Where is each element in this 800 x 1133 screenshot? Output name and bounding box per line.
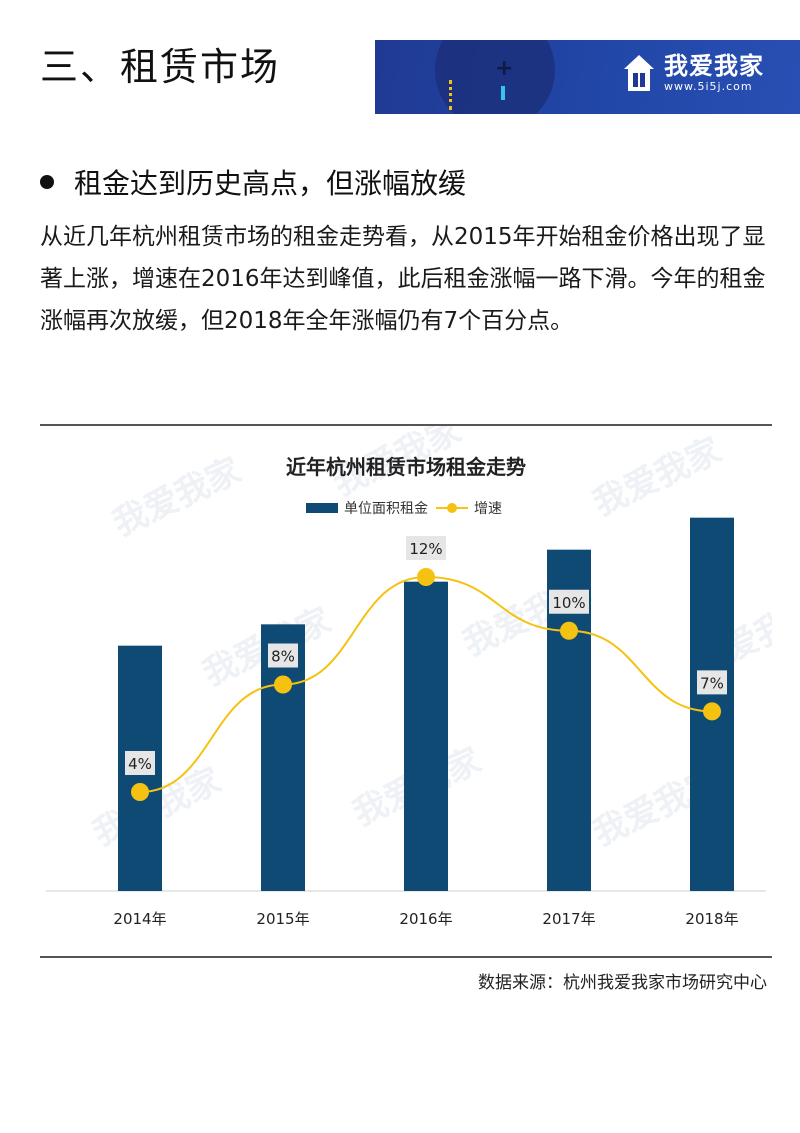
growth-point xyxy=(417,568,435,586)
banner-zigzag xyxy=(449,80,460,110)
growth-data-label: 7% xyxy=(700,674,724,692)
growth-label-box xyxy=(125,751,155,775)
banner-decoration xyxy=(435,40,555,114)
growth-data-label: 12% xyxy=(409,540,442,558)
x-tick-label: 2015年 xyxy=(256,910,309,928)
source-note: 数据来源：杭州我爱我家市场研究中心 xyxy=(478,973,767,993)
chart-legend: 单位面积租金 增速 xyxy=(306,501,502,517)
legend-label-bar: 单位面积租金 xyxy=(344,501,428,517)
growth-label-box xyxy=(406,536,446,560)
brand-url: www.5i5j.com xyxy=(664,80,753,93)
plus-icon: + xyxy=(495,56,514,81)
rent-bar xyxy=(261,624,305,891)
chart-frame: 我爱我家我爱我家我爱我家我爱我家我爱我家我爱我家我爱我家我爱我家我爱我家 近年杭… xyxy=(40,424,772,958)
growth-point xyxy=(703,702,721,721)
brand-name: 我爱我家 xyxy=(664,52,764,80)
x-tick-label: 2018年 xyxy=(685,910,738,928)
banner-accent-bar xyxy=(501,86,505,100)
rent-bar xyxy=(404,581,448,891)
house-logo-icon xyxy=(624,55,654,91)
bullet-heading: 租金达到历史高点，但涨幅放缓 xyxy=(74,167,467,200)
body-paragraph: 从近几年杭州租赁市场的租金走势看，从2015年开始租金价格出现了显著上涨，增速在… xyxy=(40,224,766,334)
legend-label-growth: 增速 xyxy=(474,501,502,517)
growth-points: 4% 8% 12% 10% 7% xyxy=(125,536,727,801)
brand-logo: 我爱我家 www.5i5j.com xyxy=(622,52,764,94)
x-tick-label: 2016年 xyxy=(399,910,452,928)
growth-point xyxy=(131,783,149,801)
growth-point xyxy=(274,675,292,694)
legend-marker-growth xyxy=(447,503,457,513)
page-title: 三、租赁市场 xyxy=(40,45,281,89)
growth-point xyxy=(560,621,578,640)
bullet-heading-row: 租金达到历史高点，但涨幅放缓 xyxy=(40,162,466,202)
x-tick-label: 2014年 xyxy=(113,910,166,928)
x-tick-label: 2017年 xyxy=(542,910,595,928)
growth-data-label: 4% xyxy=(128,755,152,773)
chart-title: 近年杭州租赁市场租金走势 xyxy=(286,455,526,479)
growth-data-label: 8% xyxy=(271,648,295,666)
growth-label-box xyxy=(697,670,727,695)
rent-trend-chart: 我爱我家我爱我家我爱我家我爱我家我爱我家我爱我家我爱我家我爱我家我爱我家 近年杭… xyxy=(46,426,772,928)
brand-banner: + 我爱我家 www.5i5j.com xyxy=(375,40,800,114)
watermark-text: 我爱我家 xyxy=(587,430,727,524)
growth-label-box xyxy=(549,589,589,614)
watermark-text: 我爱我家 xyxy=(107,450,247,544)
growth-data-label: 10% xyxy=(552,594,585,612)
x-axis-labels: 2014年 2015年 2016年 2017年 2018年 xyxy=(113,910,738,928)
legend-swatch-bar xyxy=(306,503,338,513)
bullet-icon xyxy=(40,175,54,189)
growth-label-box xyxy=(268,643,298,668)
